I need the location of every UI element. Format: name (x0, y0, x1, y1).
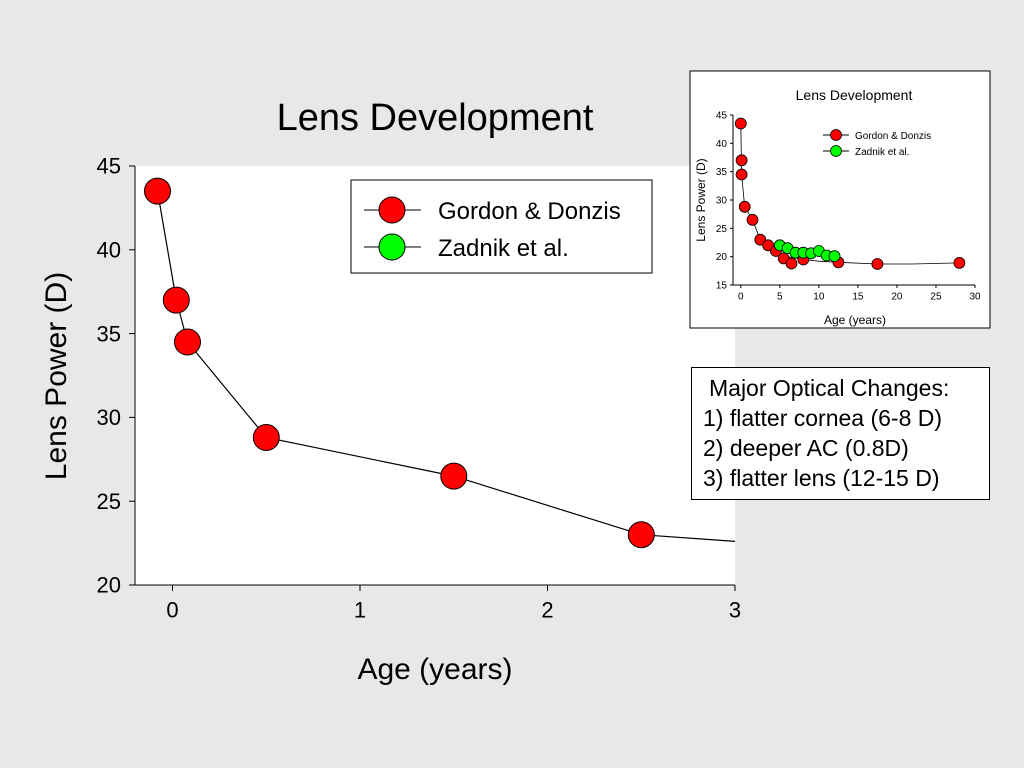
inset-chart: Lens Development 15 20 25 30 35 40 45 0 5 10 15 20 2… (689, 70, 991, 329)
inset-point-series-0 (735, 168, 748, 181)
inset-frame (689, 70, 991, 329)
main-x-tick-label: 0 (166, 598, 178, 623)
main-point-series-0 (627, 521, 655, 549)
inset-y-tick-label: 15 (716, 281, 728, 292)
inset-y-tick-label: 40 (716, 139, 728, 150)
inset-x-tick-label: 5 (777, 292, 783, 303)
inset-chart-title: Lens Development (796, 87, 913, 103)
legend-marker-gordon (378, 196, 406, 224)
inset-x-tick-label: 0 (738, 292, 744, 303)
main-chart-title: Lens Development (277, 97, 594, 139)
inset-x-axis-label: Age (years) (824, 313, 886, 327)
inset-y-tick-label: 25 (716, 224, 728, 235)
inset-x-tick-label: 30 (969, 292, 981, 303)
main-x-axis-label: Age (years) (357, 653, 512, 686)
legend-marker-zadnik (378, 233, 406, 261)
inset-legend-label-zadnik: Zadnik et al. (855, 147, 909, 158)
optical-change-item: 2) deeper AC (0.8D) (703, 435, 909, 461)
inset-legend-marker-gordon (830, 129, 842, 141)
inset-x-tick-label: 10 (813, 292, 825, 303)
inset-point-series-0 (735, 154, 748, 167)
inset-legend-label-gordon: Gordon & Donzis (855, 131, 931, 142)
optical-changes-title: Major Optical Changes: (709, 375, 950, 401)
legend-label-gordon: Gordon & Donzis (438, 198, 621, 225)
main-y-tick-label: 30 (97, 405, 121, 430)
inset-y-tick-label: 45 (716, 111, 728, 122)
main-x-tick-label: 3 (729, 598, 741, 623)
main-y-tick-label: 40 (97, 238, 121, 263)
main-y-tick-label: 45 (97, 154, 121, 179)
main-y-tick-label: 25 (97, 489, 121, 514)
main-point-series-0 (144, 177, 171, 205)
inset-point-series-0 (953, 256, 966, 269)
main-x-tick-label: 1 (354, 598, 366, 623)
inset-point-series-0 (871, 258, 884, 270)
main-y-axis-label: Lens Power (D) (40, 272, 73, 480)
inset-y-tick-label: 30 (716, 196, 728, 207)
main-y-tick-label: 35 (97, 321, 121, 346)
main-point-series-0 (162, 286, 190, 314)
optical-change-item: 3) flatter lens (12-15 D) (703, 465, 940, 491)
inset-y-axis-label: Lens Power (D) (694, 158, 708, 241)
legend-label-zadnik: Zadnik et al. (438, 235, 569, 262)
main-point-series-0 (440, 462, 468, 490)
inset-point-series-0 (785, 257, 798, 270)
optical-changes-box: Major Optical Changes: 1) flatter cornea… (691, 367, 990, 500)
inset-x-tick-label: 20 (891, 292, 903, 303)
inset-y-tick-label: 20 (716, 252, 728, 263)
inset-y-tick-label: 35 (716, 167, 728, 178)
main-chart: 20 25 30 35 40 45 0 1 2 3 Lens Development Age (y… (40, 97, 741, 686)
inset-point-series-0 (734, 117, 747, 130)
main-legend: Gordon & Donzis Zadnik et al. (350, 179, 653, 274)
inset-point-series-0 (738, 200, 751, 213)
inset-legend-marker-zadnik (830, 145, 842, 157)
inset-point-series-0 (746, 213, 759, 226)
inset-point-series-1 (828, 250, 841, 263)
main-y-tick-label: 20 (97, 573, 121, 598)
inset-x-tick-label: 15 (852, 292, 864, 303)
inset-legend: Gordon & Donzis Zadnik et al. (823, 129, 931, 158)
optical-change-item: 1) flatter cornea (6-8 D) (703, 405, 943, 431)
main-point-series-0 (174, 328, 201, 356)
inset-x-tick-label: 25 (930, 292, 942, 303)
main-x-tick-label: 2 (541, 598, 553, 623)
main-legend-box (350, 179, 653, 274)
main-point-series-0 (252, 424, 280, 451)
